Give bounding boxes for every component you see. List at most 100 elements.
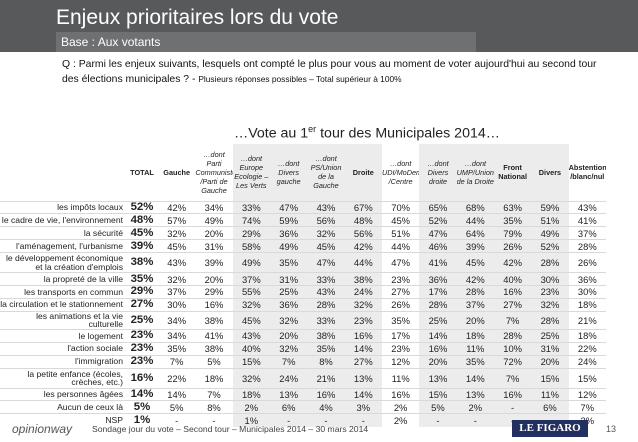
value-cell: 34% bbox=[195, 200, 233, 214]
value-cell: 31% bbox=[269, 272, 308, 286]
section-prefix: …Vote au 1 bbox=[234, 125, 309, 142]
row-label: le développement économique et la créati… bbox=[0, 252, 126, 273]
question-text: Q : Parmi les enjeux suivants, lesquels … bbox=[62, 58, 602, 87]
value-cell: 49% bbox=[269, 239, 308, 253]
value-cell: 20% bbox=[195, 272, 233, 286]
value-cell: 28% bbox=[531, 310, 569, 330]
value-cell: 20% bbox=[456, 310, 494, 330]
value-cell: - bbox=[456, 413, 494, 427]
header-ump: …dont UMP/Union de la Droite bbox=[456, 144, 494, 201]
value-cell: 29% bbox=[195, 284, 233, 299]
value-cell: 38% bbox=[195, 310, 233, 330]
table-row: Aucun de ceux là 5% 5% 8% 2% 6% 4% 3% 2% 5% 2% -6% 7… bbox=[0, 400, 606, 414]
total-cell: 23% bbox=[126, 328, 158, 343]
value-cell: 27% bbox=[493, 297, 532, 312]
value-cell: 52% bbox=[531, 239, 569, 253]
value-cell: 30% bbox=[158, 297, 196, 312]
value-cell: 44% bbox=[381, 239, 420, 253]
value-cell: 12% bbox=[568, 387, 606, 401]
total-cell: 29% bbox=[126, 284, 158, 299]
value-cell: 35% bbox=[269, 252, 308, 273]
value-cell: 47% bbox=[269, 200, 308, 214]
row-label: les animations et la vie culturelle bbox=[0, 310, 126, 330]
value-cell: 14% bbox=[456, 367, 494, 389]
value-cell: 15% bbox=[232, 354, 270, 369]
row-label: le logement bbox=[0, 328, 126, 343]
value-cell: 49% bbox=[531, 226, 569, 240]
header-gauche: Gauche bbox=[163, 167, 191, 177]
header-divers-droite: …dont Divers droite bbox=[419, 144, 457, 201]
row-label: les transports en commun bbox=[0, 284, 126, 299]
value-cell: 11% bbox=[381, 367, 420, 389]
value-cell: 18% bbox=[195, 367, 233, 389]
value-cell: 22% bbox=[568, 341, 606, 356]
value-cell: 32% bbox=[531, 297, 569, 312]
value-cell: 28% bbox=[456, 284, 494, 299]
row-label: la sécurité bbox=[0, 226, 126, 240]
value-cell: 6% bbox=[269, 400, 308, 414]
value-cell: 20% bbox=[269, 328, 308, 343]
value-cell: 2% bbox=[456, 400, 494, 414]
value-cell: 35% bbox=[158, 341, 196, 356]
le-figaro-logo: LE FIGARO bbox=[512, 420, 588, 437]
value-cell: 5% bbox=[195, 354, 233, 369]
value-cell: 36% bbox=[568, 272, 606, 286]
total-cell: 23% bbox=[126, 354, 158, 369]
table-row: la sécurité 45% 32% 20% 29% 36% 32% 56% 51% 47% 64… bbox=[0, 226, 606, 240]
value-cell: 16% bbox=[419, 341, 457, 356]
value-cell: 20% bbox=[195, 226, 233, 240]
value-cell: 36% bbox=[269, 297, 308, 312]
value-cell: 63% bbox=[493, 200, 532, 214]
value-cell: 31% bbox=[531, 341, 569, 356]
value-cell: - bbox=[344, 413, 382, 427]
value-cell: 7% bbox=[493, 310, 532, 330]
value-cell: 7% bbox=[493, 367, 532, 389]
value-cell: 26% bbox=[568, 252, 606, 273]
value-cell: 12% bbox=[381, 354, 420, 369]
opinionway-logo: opinionway bbox=[12, 422, 72, 436]
question-note: Plusieurs réponses possibles – Total sup… bbox=[198, 74, 402, 84]
value-cell: 72% bbox=[493, 354, 532, 369]
value-cell: 34% bbox=[158, 310, 196, 330]
header-abstention: Abstention /blanc/nul bbox=[568, 163, 606, 182]
value-cell: - bbox=[419, 413, 457, 427]
header-label-empty bbox=[0, 144, 126, 201]
value-cell: 79% bbox=[493, 226, 532, 240]
value-cell: 28% bbox=[493, 328, 532, 343]
value-cell: 23% bbox=[381, 272, 420, 286]
value-cell: 17% bbox=[419, 284, 457, 299]
value-cell: 45% bbox=[381, 213, 420, 227]
value-cell: 51% bbox=[531, 213, 569, 227]
value-cell: 42% bbox=[158, 200, 196, 214]
value-cell: 15% bbox=[531, 367, 569, 389]
value-cell: 32% bbox=[232, 297, 270, 312]
table-row: la petite enfance (écoles, crèches, etc.… bbox=[0, 367, 606, 389]
value-cell: 32% bbox=[158, 226, 196, 240]
value-cell: 16% bbox=[493, 387, 532, 401]
value-cell: 5% bbox=[158, 400, 196, 414]
value-cell: 27% bbox=[381, 284, 420, 299]
value-cell: 47% bbox=[419, 226, 457, 240]
value-cell: 56% bbox=[344, 226, 382, 240]
subtitle-bar: Base : Aux votants bbox=[56, 32, 476, 52]
value-cell: 33% bbox=[307, 310, 345, 330]
row-label: la circulation et le stationnement bbox=[0, 297, 126, 312]
value-cell: 23% bbox=[344, 310, 382, 330]
value-cell: 14% bbox=[158, 387, 196, 401]
value-cell: 35% bbox=[381, 310, 420, 330]
table-row: le développement économique et la créati… bbox=[0, 252, 606, 273]
value-cell: 18% bbox=[232, 387, 270, 401]
table-row: l'aménagement, l'urbanisme 39% 45% 31% 58% 49… bbox=[0, 239, 606, 253]
header-total: TOTAL bbox=[130, 167, 154, 177]
table-row: le cadre de vie, l'environnement 48% 57% 49… bbox=[0, 213, 606, 227]
value-cell: 16% bbox=[195, 297, 233, 312]
value-cell: 40% bbox=[493, 272, 532, 286]
row-label: l'action sociale bbox=[0, 341, 126, 356]
value-cell: 3% bbox=[344, 400, 382, 414]
row-label: l'aménagement, l'urbanisme bbox=[0, 239, 126, 253]
value-cell: 2% bbox=[232, 400, 270, 414]
value-cell: 18% bbox=[456, 328, 494, 343]
value-cell: 16% bbox=[307, 387, 345, 401]
table-row: l'immigration 23% 7% 5% 15% 7% 8% 27% 12% 20% 35% 7… bbox=[0, 354, 606, 369]
value-cell: 40% bbox=[232, 341, 270, 356]
